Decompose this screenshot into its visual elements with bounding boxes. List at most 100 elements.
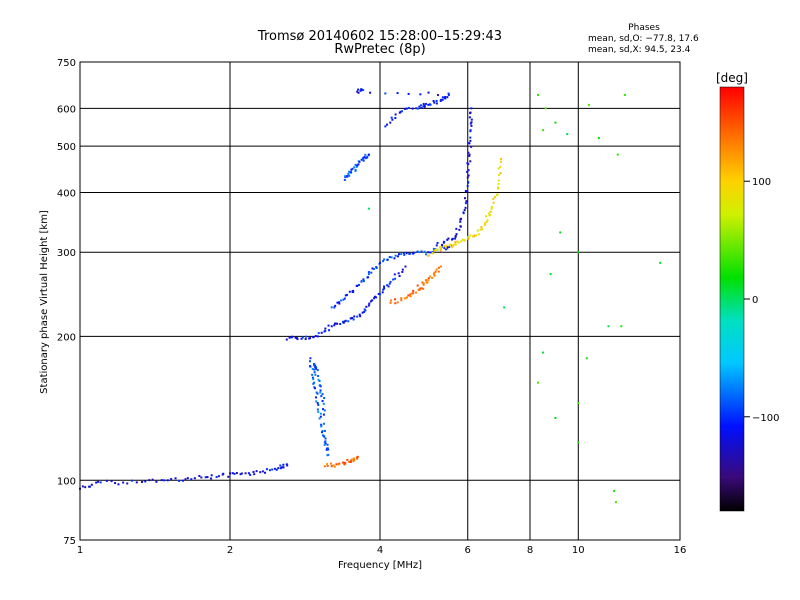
- data-point: [352, 318, 355, 321]
- data-point: [404, 265, 407, 268]
- data-point: [268, 469, 271, 472]
- data-point: [370, 271, 373, 274]
- data-point: [148, 479, 151, 482]
- data-point: [420, 287, 423, 290]
- data-point: [497, 167, 500, 170]
- data-point: [222, 472, 225, 475]
- data-point: [404, 297, 407, 300]
- y-tick-label: 750: [57, 58, 76, 69]
- data-point: [309, 337, 312, 340]
- data-point: [327, 453, 330, 456]
- data-point: [313, 381, 316, 384]
- data-point: [352, 289, 355, 292]
- data-point: [247, 472, 250, 475]
- data-point: [321, 430, 324, 433]
- data-point: [193, 477, 196, 480]
- data-point: [426, 281, 429, 284]
- data-point: [542, 129, 545, 132]
- data-point: [351, 167, 354, 170]
- data-point: [413, 251, 416, 254]
- data-point: [363, 308, 366, 311]
- data-point: [348, 460, 351, 463]
- data-point: [333, 306, 336, 309]
- data-point: [475, 234, 478, 237]
- data-point: [210, 477, 213, 480]
- data-point: [367, 153, 370, 156]
- data-point: [317, 403, 320, 406]
- data-point: [455, 233, 458, 236]
- data-point: [468, 154, 471, 157]
- data-point: [422, 287, 425, 290]
- data-point: [311, 373, 314, 376]
- data-point: [384, 92, 387, 95]
- data-point: [409, 252, 412, 255]
- data-point: [362, 156, 365, 159]
- data-point: [319, 415, 322, 418]
- data-point: [369, 91, 372, 94]
- data-point: [371, 267, 374, 270]
- data-point: [455, 227, 458, 230]
- data-point: [439, 98, 442, 101]
- data-point: [467, 151, 470, 154]
- data-point: [95, 481, 98, 484]
- data-point: [353, 458, 356, 461]
- data-point: [343, 297, 346, 300]
- data-point: [333, 324, 336, 327]
- data-point: [390, 299, 393, 302]
- data-point: [451, 237, 454, 240]
- data-point: [324, 440, 327, 443]
- data-point: [200, 476, 203, 479]
- data-point: [314, 373, 317, 376]
- data-point: [463, 209, 466, 212]
- data-point: [322, 402, 325, 405]
- data-point: [327, 448, 330, 451]
- data-point: [439, 249, 442, 252]
- data-point: [497, 187, 500, 190]
- data-point: [295, 336, 298, 339]
- data-point: [363, 156, 366, 159]
- data-point: [401, 110, 404, 113]
- data-point: [386, 123, 389, 126]
- data-point: [402, 252, 405, 255]
- data-point: [362, 278, 365, 281]
- data-point: [347, 320, 350, 323]
- data-point: [394, 254, 397, 257]
- data-point: [313, 368, 316, 371]
- data-point: [383, 285, 386, 288]
- data-point: [325, 448, 328, 451]
- data-point: [326, 447, 329, 450]
- data-point: [464, 202, 467, 205]
- data-point: [360, 158, 363, 161]
- data-point: [261, 470, 264, 473]
- data-point: [449, 243, 452, 246]
- data-point: [480, 226, 483, 229]
- data-point: [405, 107, 408, 110]
- data-point: [394, 302, 397, 305]
- data-point: [312, 382, 315, 385]
- data-point: [437, 266, 440, 269]
- data-point: [351, 316, 354, 319]
- data-point: [466, 190, 469, 193]
- data-point: [388, 282, 391, 285]
- data-point: [464, 189, 467, 192]
- data-point: [166, 479, 169, 482]
- data-point: [353, 166, 356, 169]
- data-point: [439, 99, 442, 102]
- data-point: [407, 294, 410, 297]
- data-point: [350, 168, 353, 171]
- data-point: [265, 468, 268, 471]
- data-point: [277, 467, 280, 470]
- data-point: [412, 292, 415, 295]
- data-point: [204, 476, 207, 479]
- data-point: [425, 102, 428, 105]
- data-point: [356, 315, 359, 318]
- data-point: [467, 236, 470, 239]
- data-point: [114, 482, 117, 485]
- data-point: [371, 299, 374, 302]
- data-point: [485, 215, 488, 218]
- data-point: [309, 365, 312, 368]
- data-point: [436, 94, 439, 97]
- data-point: [342, 321, 345, 324]
- data-point: [415, 291, 418, 294]
- data-point: [351, 458, 354, 461]
